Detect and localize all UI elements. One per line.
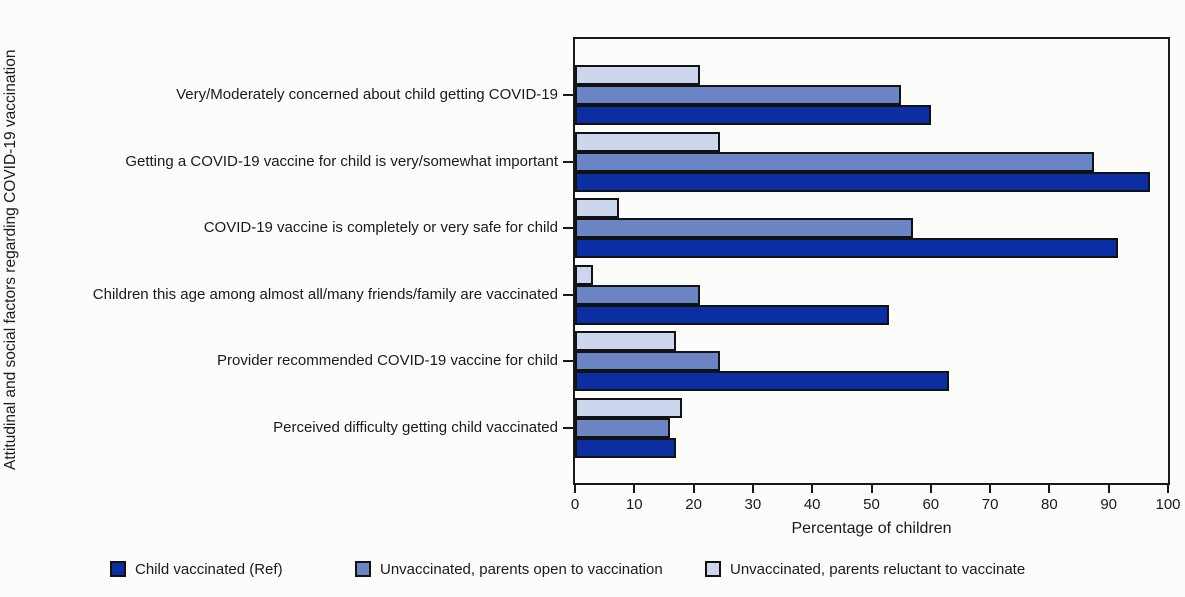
category-label: Children this age among almost all/many … <box>92 285 558 303</box>
x-axis-tick-label: 80 <box>1041 496 1058 513</box>
x-axis-tick <box>1048 485 1051 493</box>
x-axis-tick-label: 30 <box>744 496 762 513</box>
legend-label: Unvaccinated, parents reluctant to vacci… <box>730 561 1026 578</box>
x-axis-tick <box>870 485 873 493</box>
x-axis-tick <box>1107 485 1110 493</box>
bar-open <box>575 284 700 305</box>
category-label: COVID-19 vaccine is completely or very s… <box>203 219 558 237</box>
y-axis-title: Attitudinal and social factors regarding… <box>2 49 19 471</box>
x-axis-tick <box>692 485 695 493</box>
bar-vaccinated <box>575 171 1151 192</box>
y-axis-tick <box>563 227 573 230</box>
bar-open <box>575 351 721 372</box>
x-axis-title: Percentage of children <box>791 520 952 537</box>
category-label: Provider recommended COVID-19 vaccine fo… <box>217 352 558 370</box>
y-axis-tick <box>563 360 573 363</box>
bar-open <box>575 151 1094 172</box>
bar-reluctant <box>575 331 676 352</box>
bar-reluctant <box>575 131 721 152</box>
legend-label: Unvaccinated, parents open to vaccinatio… <box>380 561 663 578</box>
y-axis-tick <box>563 427 573 429</box>
x-axis-tick <box>751 485 754 493</box>
x-axis-tick-label: 60 <box>922 496 940 513</box>
bar-open <box>575 218 913 239</box>
x-axis-tick-label: 70 <box>981 496 999 513</box>
plot-area <box>573 37 1170 485</box>
y-axis-tick <box>563 160 573 163</box>
category-label: Getting a COVID-19 vaccine for child is … <box>125 152 558 170</box>
bar-vaccinated <box>575 238 1118 259</box>
y-axis-tick <box>563 293 573 296</box>
bar-vaccinated <box>575 438 676 458</box>
x-axis-tick <box>989 485 992 493</box>
bar-reluctant <box>575 198 620 219</box>
legend-swatch <box>705 561 721 577</box>
x-axis-tick <box>811 485 814 493</box>
x-axis-tick-label: 0 <box>570 496 580 513</box>
bar-reluctant <box>575 398 682 418</box>
x-axis-tick <box>574 485 576 493</box>
x-axis-tick-label: 50 <box>863 496 880 513</box>
x-axis-tick-label: 10 <box>625 496 643 513</box>
x-axis-tick-label: 40 <box>803 496 821 513</box>
category-label: Perceived difficulty getting child vacci… <box>273 419 558 436</box>
legend-swatch <box>110 561 126 577</box>
bar-reluctant <box>575 65 700 85</box>
x-axis-tick <box>1167 485 1169 493</box>
x-axis-tick-label: 90 <box>1100 496 1118 513</box>
bar-open <box>575 85 902 105</box>
bar-vaccinated <box>575 304 890 325</box>
x-axis-tick <box>633 485 636 493</box>
legend-label: Child vaccinated (Ref) <box>135 561 283 578</box>
bar-vaccinated <box>575 105 931 125</box>
bar-vaccinated <box>575 371 949 392</box>
legend-swatch <box>355 561 371 577</box>
y-axis-tick <box>563 94 573 96</box>
bar-reluctant <box>575 264 593 285</box>
x-axis-tick-label: 100 <box>1155 496 1181 513</box>
category-label: Very/Moderately concerned about child ge… <box>176 86 558 103</box>
x-axis-tick <box>929 485 932 493</box>
bar-open <box>575 418 670 438</box>
x-axis-tick-label: 20 <box>685 496 702 513</box>
